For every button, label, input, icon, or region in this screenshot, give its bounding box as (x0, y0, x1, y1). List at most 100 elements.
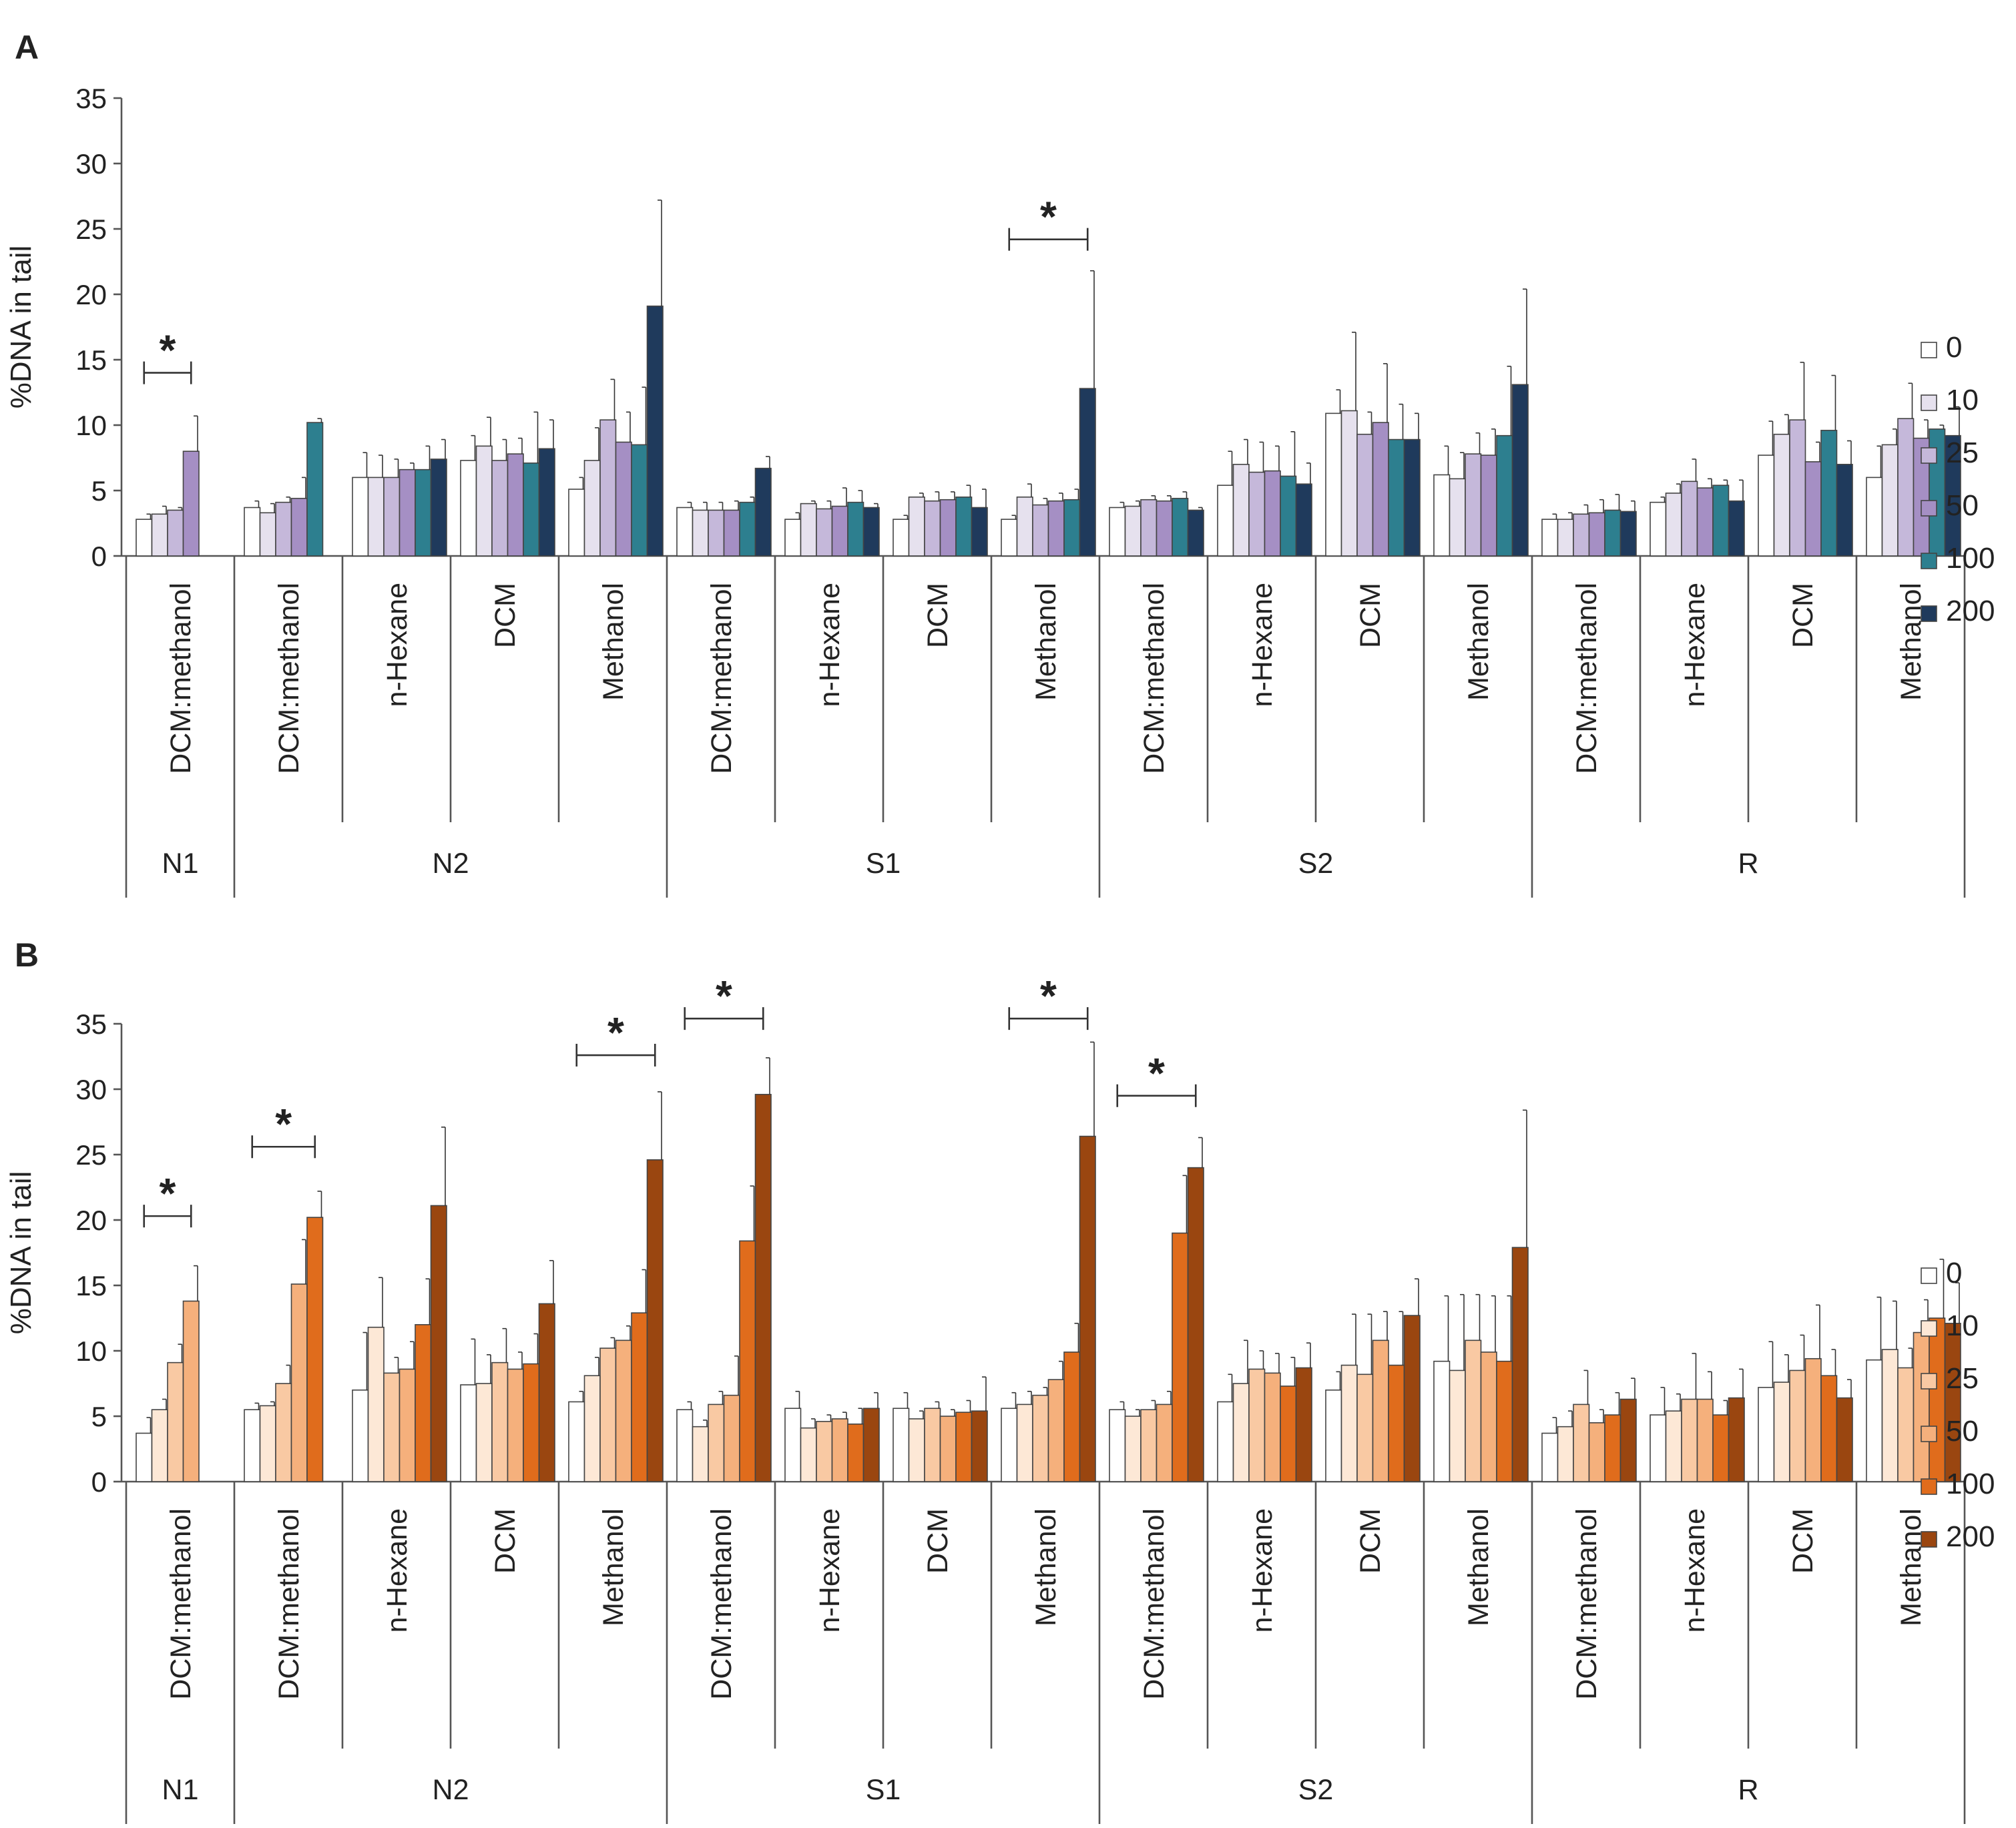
bar-b-16-200 (1944, 1323, 1961, 1482)
bar-a-6-100 (847, 501, 864, 557)
significance-bracket (143, 361, 192, 384)
bar-a-1-0 (244, 507, 261, 557)
significance-bracket (684, 1007, 764, 1030)
significance-bracket (575, 1044, 656, 1067)
group-label: N1 (162, 1774, 199, 1806)
bar-a-6-10 (800, 503, 817, 557)
legend-label: 200 (1946, 1520, 1995, 1553)
bar-a-12-200 (1511, 384, 1529, 557)
bar-a-15-50 (1804, 461, 1822, 557)
bar-a-3-0 (460, 460, 477, 557)
significance-star: * (160, 1169, 176, 1217)
bar-a-7-100 (955, 496, 973, 557)
bar-a-16-0 (1866, 477, 1883, 557)
bar-a-2-10 (367, 477, 385, 557)
category-label: DCM:methanol (1571, 1508, 1603, 1700)
bar-a-6-0 (784, 519, 802, 557)
bar-b-5-10 (692, 1426, 709, 1482)
y-tick-label: 10 (75, 1335, 107, 1367)
bar-a-11-0 (1325, 412, 1342, 557)
significance-bracket (1008, 1007, 1089, 1030)
bar-b-3-0 (460, 1384, 477, 1482)
bar-b-15-50 (1804, 1357, 1822, 1482)
legend-label: 100 (1946, 542, 1995, 575)
group-label: S1 (866, 848, 901, 880)
group-label: N1 (162, 848, 199, 880)
group-label: R (1738, 1774, 1758, 1806)
y-tick-label: 15 (75, 1270, 107, 1301)
bar-a-2-100 (415, 469, 432, 557)
category-label: n-Hexane (381, 1508, 413, 1632)
category-label: DCM:methanol (165, 583, 197, 774)
bar-b-2-100 (415, 1324, 432, 1482)
category-label: DCM (1787, 583, 1819, 648)
bar-a-12-100 (1496, 434, 1513, 557)
bar-a-7-25 (924, 500, 941, 557)
category-label: DCM (922, 1508, 954, 1574)
category-label: DCM (489, 583, 521, 648)
bar-b-10-100 (1280, 1386, 1297, 1482)
bar-a-4-200 (646, 305, 664, 557)
y-tick-label: 5 (91, 1401, 107, 1432)
significance-star: * (1148, 1049, 1165, 1097)
bar-b-6-25 (816, 1421, 833, 1482)
bar-a-7-200 (971, 507, 988, 557)
panel-a: A 0 5 10 15 20 25 30 35 %DNA in tail DCM:methanol D… (5, 29, 1995, 898)
legend-swatch (1921, 1531, 1937, 1548)
bar-b-11-100 (1388, 1364, 1405, 1482)
bar-a-7-0 (893, 519, 910, 557)
bar-b-7-25 (924, 1408, 941, 1482)
bar-a-4-50 (615, 441, 632, 557)
bar-a-2-0 (352, 477, 369, 557)
bar-a-14-10 (1665, 493, 1682, 557)
y-tick-label: 0 (91, 541, 107, 572)
bar-a-5-10 (692, 509, 709, 557)
bar-a-10-100 (1280, 475, 1297, 557)
bar-a-12-0 (1433, 474, 1451, 557)
bar-b-8-25 (1032, 1394, 1049, 1482)
legend-label: 200 (1946, 595, 1995, 627)
bar-b-9-0 (1109, 1409, 1126, 1482)
category-label: n-Hexane (814, 1508, 846, 1632)
bar-b-13-10 (1557, 1426, 1574, 1482)
legend-label: 0 (1946, 1257, 1962, 1289)
bar-a-8-10 (1016, 496, 1033, 557)
bar-a-15-100 (1820, 430, 1838, 557)
legend-swatch (1921, 1426, 1937, 1442)
category-label: DCM:methanol (165, 1508, 197, 1700)
bar-b-8-100 (1063, 1351, 1081, 1482)
bar-b-8-200 (1079, 1135, 1096, 1482)
category-label: Methanol (597, 583, 629, 701)
bar-b-12-200 (1511, 1247, 1529, 1482)
category-label: DCM:methanol (1138, 1508, 1170, 1700)
bar-a-8-0 (1001, 519, 1018, 557)
significance-bracket (1116, 1084, 1197, 1107)
bar-b-4-200 (646, 1159, 664, 1482)
bar-b-14-100 (1712, 1414, 1730, 1482)
bar-a-8-200 (1079, 388, 1096, 557)
category-label: DCM:methanol (273, 1508, 305, 1700)
bar-a-5-100 (739, 501, 756, 557)
bar-a-13-0 (1541, 519, 1559, 557)
bar-b-11-25 (1356, 1374, 1374, 1482)
bar-b-13-50 (1588, 1422, 1605, 1482)
bar-b-5-100 (739, 1240, 756, 1482)
bar-b-1-0 (244, 1409, 261, 1482)
group-label: S2 (1298, 848, 1334, 880)
y-tick-label: 35 (75, 1008, 107, 1040)
category-label: n-Hexane (1246, 583, 1278, 707)
bar-a-12-25 (1465, 453, 1482, 557)
legend-swatch (1921, 553, 1937, 569)
bar-a-5-25 (708, 509, 725, 557)
bar-b-15-25 (1789, 1369, 1806, 1482)
bar-b-9-10 (1124, 1416, 1142, 1482)
legend-swatch (1921, 1373, 1937, 1390)
bar-a-14-0 (1650, 501, 1667, 557)
significance-bracket (251, 1135, 316, 1159)
bar-a-14-100 (1712, 485, 1730, 557)
category-label: DCM (489, 1508, 521, 1574)
group-label: N2 (433, 1774, 469, 1806)
bar-b-1-100 (306, 1217, 324, 1482)
bar-b-2-50 (399, 1368, 416, 1482)
